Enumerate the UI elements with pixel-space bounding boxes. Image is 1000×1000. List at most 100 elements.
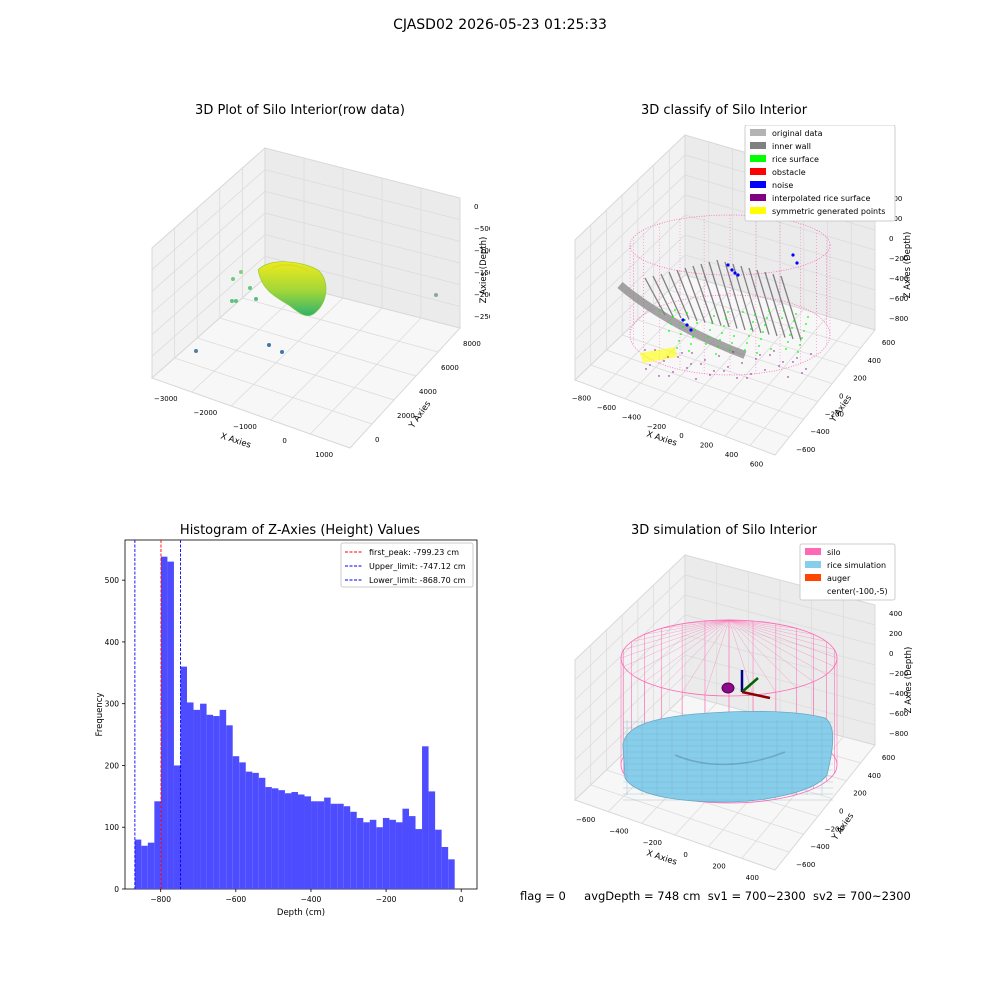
sim3d-silo-roof-line <box>728 619 827 642</box>
raw3d-xtick: −2000 <box>194 409 218 417</box>
sim3d-legend-swatch <box>805 548 821 555</box>
sim3d-auger-axis-x <box>741 690 771 700</box>
classify3d-interp-point <box>741 362 743 364</box>
histogram-bar <box>337 803 344 889</box>
histogram-bar <box>395 822 403 889</box>
raw3d-xtick: 0 <box>282 437 286 445</box>
sim3d-legend-label: auger <box>827 574 851 583</box>
raw3d-grid-y <box>174 357 373 425</box>
classify3d-grid-y <box>622 334 818 402</box>
sim3d-silo-roof-line <box>728 619 776 624</box>
sim3d-ztick: −800 <box>889 730 908 738</box>
classify3d-inner-wall <box>700 263 722 326</box>
classify3d-legend-swatch <box>750 155 766 162</box>
raw3d-ytick: 0 <box>375 436 379 444</box>
raw3d-point <box>267 343 271 347</box>
sim3d-legend-label: rice simulation <box>827 561 886 570</box>
histogram-bar <box>252 772 259 889</box>
classify3d-rice-point <box>764 324 766 326</box>
sim3d-silo-roof-line <box>682 619 730 624</box>
classify3d-grid-y <box>606 349 804 420</box>
classify3d-interp-point <box>736 377 738 379</box>
classify3d-interp-point <box>723 370 725 372</box>
histogram-legend-label: Upper_limit: -747.12 cm <box>369 562 466 571</box>
histogram-bar <box>415 829 423 889</box>
classify3d-rice-point <box>750 328 752 330</box>
classify3d-legend-label: obstacle <box>772 168 806 177</box>
histogram-bar <box>376 827 383 889</box>
classify3d-grid-y <box>653 304 847 367</box>
classify3d-ytick: 600 <box>882 339 895 347</box>
classify3d-rice-point <box>756 352 758 354</box>
histogram-bar <box>200 703 207 889</box>
histogram-bar <box>356 817 364 889</box>
sim3d-xtick: −200 <box>643 839 662 847</box>
classify3d-xlabel: X Axies <box>645 429 678 448</box>
classify3d-rice-point <box>791 327 793 329</box>
classify3d-interp-point <box>681 352 683 354</box>
histogram-bar <box>369 819 377 889</box>
sim3d-silo-roof-line <box>728 619 814 682</box>
histogram-bar <box>330 803 338 889</box>
classify3d-interp-point <box>769 354 771 356</box>
classify3d-rice-point <box>692 336 694 338</box>
histogram-bar <box>408 816 416 889</box>
classify3d-legend-label: inner wall <box>772 142 811 151</box>
histogram-legend: first_peak: -799.23 cm Upper_limit: -747.… <box>340 542 474 588</box>
histogram-bar <box>193 709 201 889</box>
sim3d-ytick: 200 <box>853 790 866 798</box>
histogram-bar <box>187 702 194 889</box>
classify3d-xtick: −600 <box>597 404 616 412</box>
classify3d-rice-point <box>711 322 713 324</box>
sim3d-ztick: −600 <box>889 710 908 718</box>
classify3d-interp-point <box>782 361 784 363</box>
classify3d-inner-wall <box>668 271 690 320</box>
classify3d-interp-point <box>654 349 656 351</box>
sim3d-ytick: −600 <box>796 861 815 869</box>
classify3d-interp-point <box>801 372 803 374</box>
classify3d-interp-point <box>695 378 697 380</box>
histogram-title: Histogram of Z-Axies (Height) Values <box>179 523 421 538</box>
classify3d-inner-wall <box>716 259 738 329</box>
classify3d-rice-point <box>729 349 731 351</box>
sim3d-grid-z <box>574 634 876 741</box>
histogram-bar <box>350 811 357 889</box>
sim3d-silo-roof-line <box>620 619 730 659</box>
sim3d-silo-roof-line <box>661 619 730 629</box>
classify3d-plot: −800 −600 −400 −200 0 200 400 600 −600 −400 −200 0 2… <box>572 125 913 468</box>
classify3d-grid-z <box>574 254 876 361</box>
classify3d-silo-bottom <box>629 294 831 376</box>
histogram-bar <box>448 859 455 889</box>
sim3d-silo-roof-line <box>728 619 835 667</box>
classify3d-noise-point <box>726 263 730 267</box>
classify3d-rice-point <box>727 311 729 313</box>
classify3d-ztick: −400 <box>889 275 908 283</box>
classify3d-inner-wall <box>660 273 682 319</box>
sim3d-grid-z <box>574 674 876 781</box>
classify3d-rice-point <box>680 333 682 335</box>
classify3d-rice-point <box>785 348 787 350</box>
classify3d-interp-point <box>764 369 766 371</box>
histogram-xtick-label: 0 <box>459 895 464 904</box>
histogram-legend-label: first_peak: -799.23 cm <box>369 548 459 557</box>
classify3d-rice-point <box>707 336 709 338</box>
classify3d-rice-point <box>731 342 733 344</box>
classify3d-xtick: 600 <box>750 460 763 468</box>
histogram-bar <box>167 561 174 889</box>
histogram-bar <box>428 791 436 889</box>
classify3d-ztick: −800 <box>889 315 908 323</box>
classify3d-interp-point <box>668 375 670 377</box>
sim3d-legend: silo rice simulation auger center(-100,-5) <box>799 543 896 601</box>
classify3d-inner-wall <box>684 267 706 323</box>
classify3d-rice-point <box>688 350 690 352</box>
histogram-bar <box>363 822 370 889</box>
histogram-bar <box>441 846 449 889</box>
classify3d-grid-y <box>669 289 861 349</box>
classify3d-noise-point <box>730 268 734 272</box>
classify3d-legend-label: rice surface <box>772 155 819 164</box>
sim3d-silo-roof-line <box>631 619 730 675</box>
histogram-bar <box>304 796 312 889</box>
sim3d-grid-z <box>574 574 876 681</box>
classify3d-inner-wall <box>740 265 762 334</box>
classify3d-rice-point <box>713 315 715 317</box>
